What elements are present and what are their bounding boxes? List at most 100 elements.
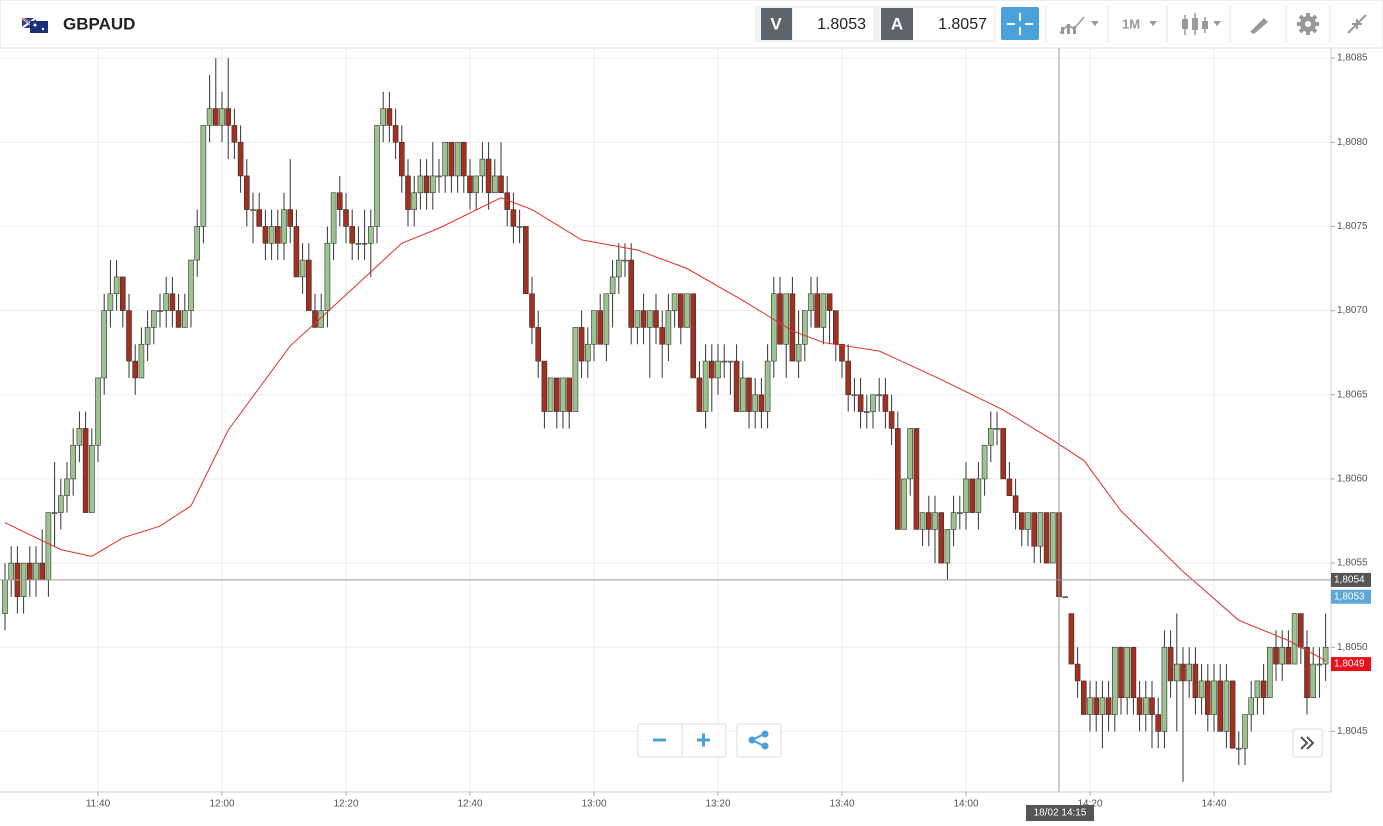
candle-body bbox=[175, 310, 182, 328]
candle-body bbox=[454, 141, 461, 177]
candle-body bbox=[646, 310, 653, 328]
candle-body bbox=[349, 226, 356, 244]
candle-body bbox=[591, 310, 597, 345]
settings-button[interactable] bbox=[1297, 13, 1319, 35]
x-tick-label: 13:00 bbox=[581, 799, 606, 810]
candle-body bbox=[1093, 697, 1099, 715]
candle-body bbox=[882, 394, 889, 412]
collapse-button[interactable] bbox=[1347, 14, 1367, 34]
candle-body bbox=[777, 293, 783, 345]
candle-body bbox=[547, 377, 554, 412]
candle-body bbox=[498, 175, 504, 194]
sell-price-box bbox=[793, 8, 873, 40]
candle-body bbox=[361, 242, 368, 245]
candle-body bbox=[1143, 697, 1149, 715]
candle-body bbox=[746, 377, 752, 412]
price-label: 1,8053 bbox=[1334, 591, 1365, 602]
candle-body bbox=[1099, 697, 1106, 715]
y-tick-label: 1,8050 bbox=[1337, 642, 1368, 653]
candle-body bbox=[473, 175, 480, 194]
candle-body bbox=[237, 141, 244, 177]
candle-body bbox=[1304, 646, 1310, 699]
candle-body bbox=[1112, 646, 1118, 715]
candle-body bbox=[1192, 663, 1199, 699]
candle-body bbox=[870, 394, 876, 412]
candle-body bbox=[1081, 680, 1087, 715]
candle-body bbox=[82, 428, 89, 513]
candle-body bbox=[188, 259, 194, 311]
crosshair-price-box bbox=[1331, 572, 1371, 587]
candle-body bbox=[987, 428, 994, 446]
buy-button[interactable] bbox=[881, 8, 913, 40]
share-button[interactable] bbox=[736, 723, 782, 758]
candle-body bbox=[287, 209, 294, 227]
scroll-end-button[interactable] bbox=[1292, 728, 1323, 758]
candle-body bbox=[256, 209, 263, 227]
candle-body bbox=[305, 259, 312, 311]
candle-body bbox=[405, 175, 411, 210]
candle-body bbox=[442, 141, 449, 177]
candle-body bbox=[758, 394, 765, 412]
draw-button[interactable] bbox=[1248, 18, 1268, 34]
candle-body bbox=[969, 478, 976, 513]
candle-body bbox=[764, 360, 771, 412]
candle-body bbox=[839, 343, 845, 362]
timeframe-button[interactable] bbox=[1149, 21, 1157, 26]
candle-body bbox=[1130, 646, 1137, 699]
candle-body bbox=[1298, 613, 1304, 648]
candle-body bbox=[1074, 663, 1081, 682]
candle-body bbox=[535, 327, 542, 362]
x-tick-label: 14:40 bbox=[1201, 799, 1226, 810]
candle-body bbox=[876, 394, 883, 397]
candle-body bbox=[64, 478, 70, 497]
candle-body bbox=[1198, 680, 1205, 699]
candle-body bbox=[808, 293, 814, 311]
candle-body bbox=[1236, 747, 1242, 750]
candle-body bbox=[1161, 646, 1168, 732]
zoom-in-button[interactable] bbox=[697, 733, 710, 747]
candle-body bbox=[770, 293, 777, 362]
candle-body bbox=[343, 209, 349, 227]
candle-body bbox=[76, 428, 83, 446]
candle-body bbox=[113, 276, 120, 295]
candle-body bbox=[1124, 646, 1130, 699]
candle-body bbox=[293, 226, 300, 278]
candle-body bbox=[783, 293, 790, 345]
candle-body bbox=[963, 478, 969, 513]
chart-type-button[interactable] bbox=[1182, 13, 1221, 35]
axes: 1,8045 1,8050 1,8055 1,8060 1,8065 1,8070 1,80… bbox=[86, 53, 1371, 821]
candle-body bbox=[324, 242, 331, 311]
sell-button[interactable] bbox=[761, 8, 792, 40]
candle-body bbox=[1136, 697, 1143, 715]
candle-body bbox=[45, 512, 52, 581]
indicator-button[interactable] bbox=[1059, 16, 1099, 34]
toolbar-dividers bbox=[1045, 6, 1331, 42]
candle-body bbox=[944, 529, 951, 564]
candle-body bbox=[1186, 663, 1192, 682]
x-tick-label: 12:20 bbox=[333, 799, 358, 810]
candle-body bbox=[57, 495, 64, 513]
candle-body bbox=[894, 428, 901, 530]
candle-body bbox=[491, 175, 498, 194]
candle-body bbox=[826, 293, 833, 311]
candle-body bbox=[485, 158, 492, 194]
candle-body bbox=[101, 310, 107, 379]
sell-label: V bbox=[770, 14, 782, 33]
candle-body bbox=[460, 141, 467, 177]
candle-body bbox=[1310, 663, 1316, 699]
candle-body bbox=[231, 125, 238, 143]
candle-body bbox=[671, 293, 678, 311]
candle-body bbox=[194, 226, 200, 261]
y-tick-label: 1,8055 bbox=[1337, 558, 1368, 569]
candle-body bbox=[1285, 646, 1292, 665]
candle-body bbox=[120, 276, 126, 311]
candle-body bbox=[584, 343, 591, 362]
candle-body bbox=[789, 293, 796, 362]
candle-body bbox=[1217, 680, 1223, 732]
candle-body bbox=[628, 259, 635, 328]
crosshair-button[interactable] bbox=[1001, 7, 1039, 40]
x-tick-label: 14:00 bbox=[953, 799, 978, 810]
candle-body bbox=[702, 360, 709, 412]
x-tick-label: 13:40 bbox=[829, 799, 854, 810]
x-tick-label: 13:20 bbox=[705, 799, 730, 810]
